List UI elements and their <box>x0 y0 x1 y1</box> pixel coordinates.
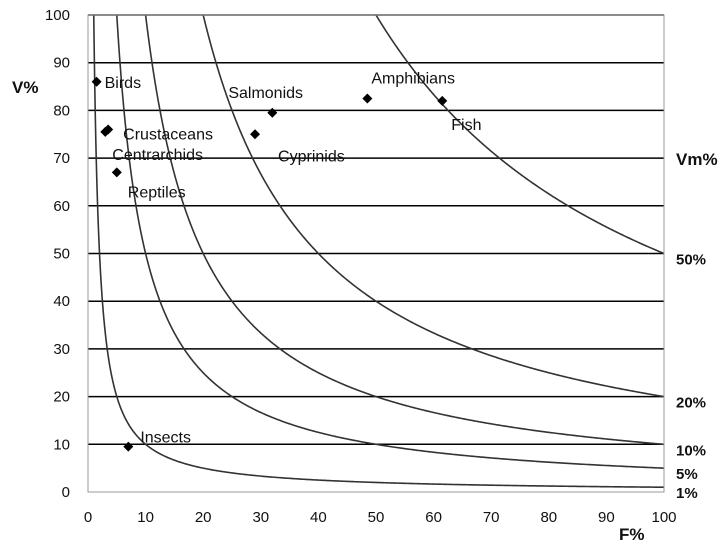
x-tick-label: 70 <box>483 509 500 526</box>
data-point-label: Birds <box>105 75 141 92</box>
data-point-marker <box>267 107 278 118</box>
y-tick-label: 60 <box>53 198 70 215</box>
vm-curve <box>92 14 665 489</box>
y-tick-label: 10 <box>53 436 70 453</box>
curve-label: 20% <box>676 395 706 412</box>
data-point-label: Centrarchids <box>112 147 203 164</box>
vm-curve <box>144 14 665 446</box>
y-tick-label: 90 <box>53 55 70 72</box>
y-tick-label: 80 <box>53 102 70 119</box>
data-point-label: Reptiles <box>128 184 186 201</box>
data-point-marker <box>100 126 111 137</box>
right-axis-title: Vm% <box>676 150 718 169</box>
data-point-marker <box>111 167 122 178</box>
data-point-label: Insects <box>140 430 191 447</box>
x-tick-label: 10 <box>137 509 154 526</box>
x-tick-label: 60 <box>425 509 442 526</box>
y-tick-label: 40 <box>53 293 70 310</box>
data-point-label: Salmonids <box>228 85 303 102</box>
curve-label: 1% <box>676 485 698 502</box>
data-points: Birds Crustaceans Centrarchids Reptiles Salm… <box>91 70 481 452</box>
curve-label: 10% <box>676 442 706 459</box>
x-tick-label: 100 <box>651 509 676 526</box>
plot-frame <box>87 14 665 493</box>
vm-curve <box>202 14 665 398</box>
vm-curve <box>375 14 665 255</box>
data-point-marker <box>91 76 102 87</box>
data-point-marker <box>250 129 261 140</box>
data-point-marker <box>123 441 134 452</box>
y-tick-label: 50 <box>53 246 70 263</box>
vm-curves <box>92 14 665 489</box>
x-tick-label: 30 <box>252 509 269 526</box>
y-tick-label: 0 <box>62 484 70 501</box>
x-tick-label: 20 <box>195 509 212 526</box>
data-point-marker <box>437 95 448 106</box>
data-point-label: Crustaceans <box>123 126 213 143</box>
x-tick-label: 50 <box>368 509 385 526</box>
y-tick-label: 70 <box>53 150 70 167</box>
vm-curve <box>116 14 665 469</box>
curve-label: 5% <box>676 466 698 483</box>
data-point-label: Fish <box>451 117 481 134</box>
x-axis-title: F% <box>619 525 645 544</box>
x-tick-label: 40 <box>310 509 327 526</box>
curve-label: 50% <box>676 252 706 269</box>
y-axis-title: V% <box>12 78 38 97</box>
tick-labels: 0 10 20 30 40 50 60 70 80 90 100 0 10 20 30 40 50 60 70 80 9… <box>45 7 677 526</box>
y-tick-label: 20 <box>53 389 70 406</box>
data-point-label: Amphibians <box>371 70 455 87</box>
x-tick-label: 80 <box>540 509 557 526</box>
x-tick-label: 90 <box>598 509 615 526</box>
y-tick-label: 30 <box>53 341 70 358</box>
data-point-marker <box>362 93 373 104</box>
x-tick-label: 0 <box>84 509 92 526</box>
data-point-label: Cyprinids <box>278 148 345 165</box>
curve-labels: 50% 20% 10% 5% 1% <box>676 252 706 503</box>
y-tick-label: 100 <box>45 7 70 24</box>
